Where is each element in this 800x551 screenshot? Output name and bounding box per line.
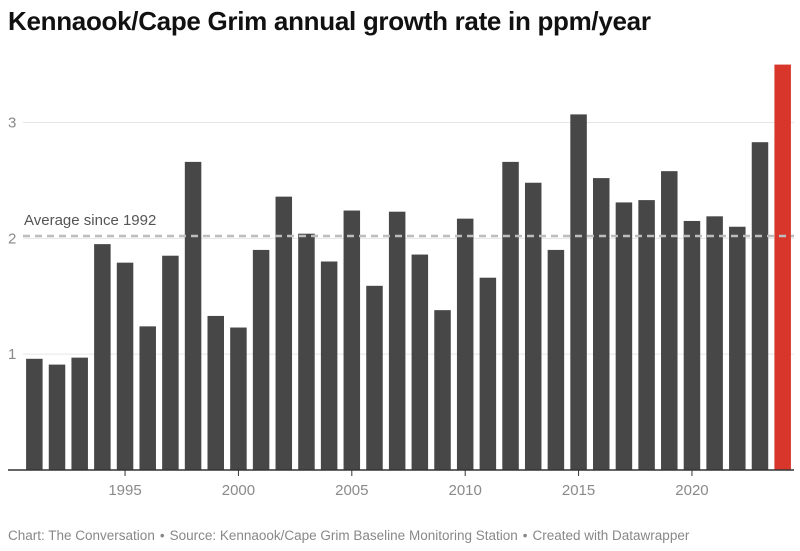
bar [252, 249, 270, 470]
chart-footer: Chart: The Conversation • Source: Kennaook… [8, 528, 689, 543]
bar [298, 233, 315, 470]
bar [502, 161, 519, 470]
gridlines [23, 122, 794, 355]
bar [184, 161, 202, 470]
x-tick-label: 2000 [222, 482, 255, 499]
bar [411, 254, 429, 470]
x-tick-label: 1995 [108, 482, 141, 499]
bar [729, 226, 746, 470]
bar [434, 310, 451, 470]
x-tick-label: 2015 [562, 482, 595, 499]
bar [343, 210, 361, 471]
bar [207, 315, 224, 470]
bar [547, 249, 565, 470]
bar [570, 114, 587, 471]
x-axis-ticks: 1995 2000 2005 2010 2015 2020 [108, 470, 709, 499]
bar-highlight [774, 64, 791, 470]
average-reference: Average since 1992 [23, 212, 794, 238]
bar [26, 358, 43, 470]
footer-separator: • [159, 528, 165, 543]
bar [751, 142, 769, 471]
bar [275, 196, 293, 470]
y-tick-label: 2 [8, 230, 16, 247]
bars [26, 64, 791, 471]
x-tick-label: 2010 [449, 482, 482, 499]
bar [524, 182, 542, 470]
bar [48, 364, 66, 470]
y-axis-ticks: 1 2 3 [8, 115, 16, 364]
bar [479, 277, 497, 470]
x-tick-label: 2005 [335, 482, 368, 499]
y-tick-label: 1 [8, 346, 16, 363]
bar [593, 178, 610, 470]
bar [366, 285, 383, 470]
bar [456, 218, 474, 470]
bar [320, 261, 338, 470]
bar [71, 357, 88, 470]
average-line-label: Average since 1992 [24, 212, 156, 229]
bar [388, 211, 406, 471]
bar [661, 171, 678, 470]
tool-credit: Created with Datawrapper [532, 528, 690, 543]
bar-chart: 1 2 3 Average since 1992 1995 2000 2005 2010 2… [8, 64, 794, 499]
bar [706, 216, 723, 470]
bar [638, 200, 655, 470]
chart-credit: Chart: The Conversation [8, 528, 155, 543]
bar [139, 326, 156, 470]
footer-separator: • [522, 528, 528, 543]
y-tick-label: 3 [8, 115, 16, 132]
bar [94, 244, 111, 470]
chart-title: Kennaook/Cape Grim annual growth rate in… [8, 6, 651, 36]
bar [683, 220, 701, 470]
x-tick-label: 2020 [675, 482, 708, 499]
bar [230, 327, 247, 470]
bar [116, 262, 134, 470]
bar [615, 202, 633, 471]
bar [162, 255, 179, 470]
source-credit: Source: Kennaook/Cape Grim Baseline Moni… [169, 528, 518, 543]
